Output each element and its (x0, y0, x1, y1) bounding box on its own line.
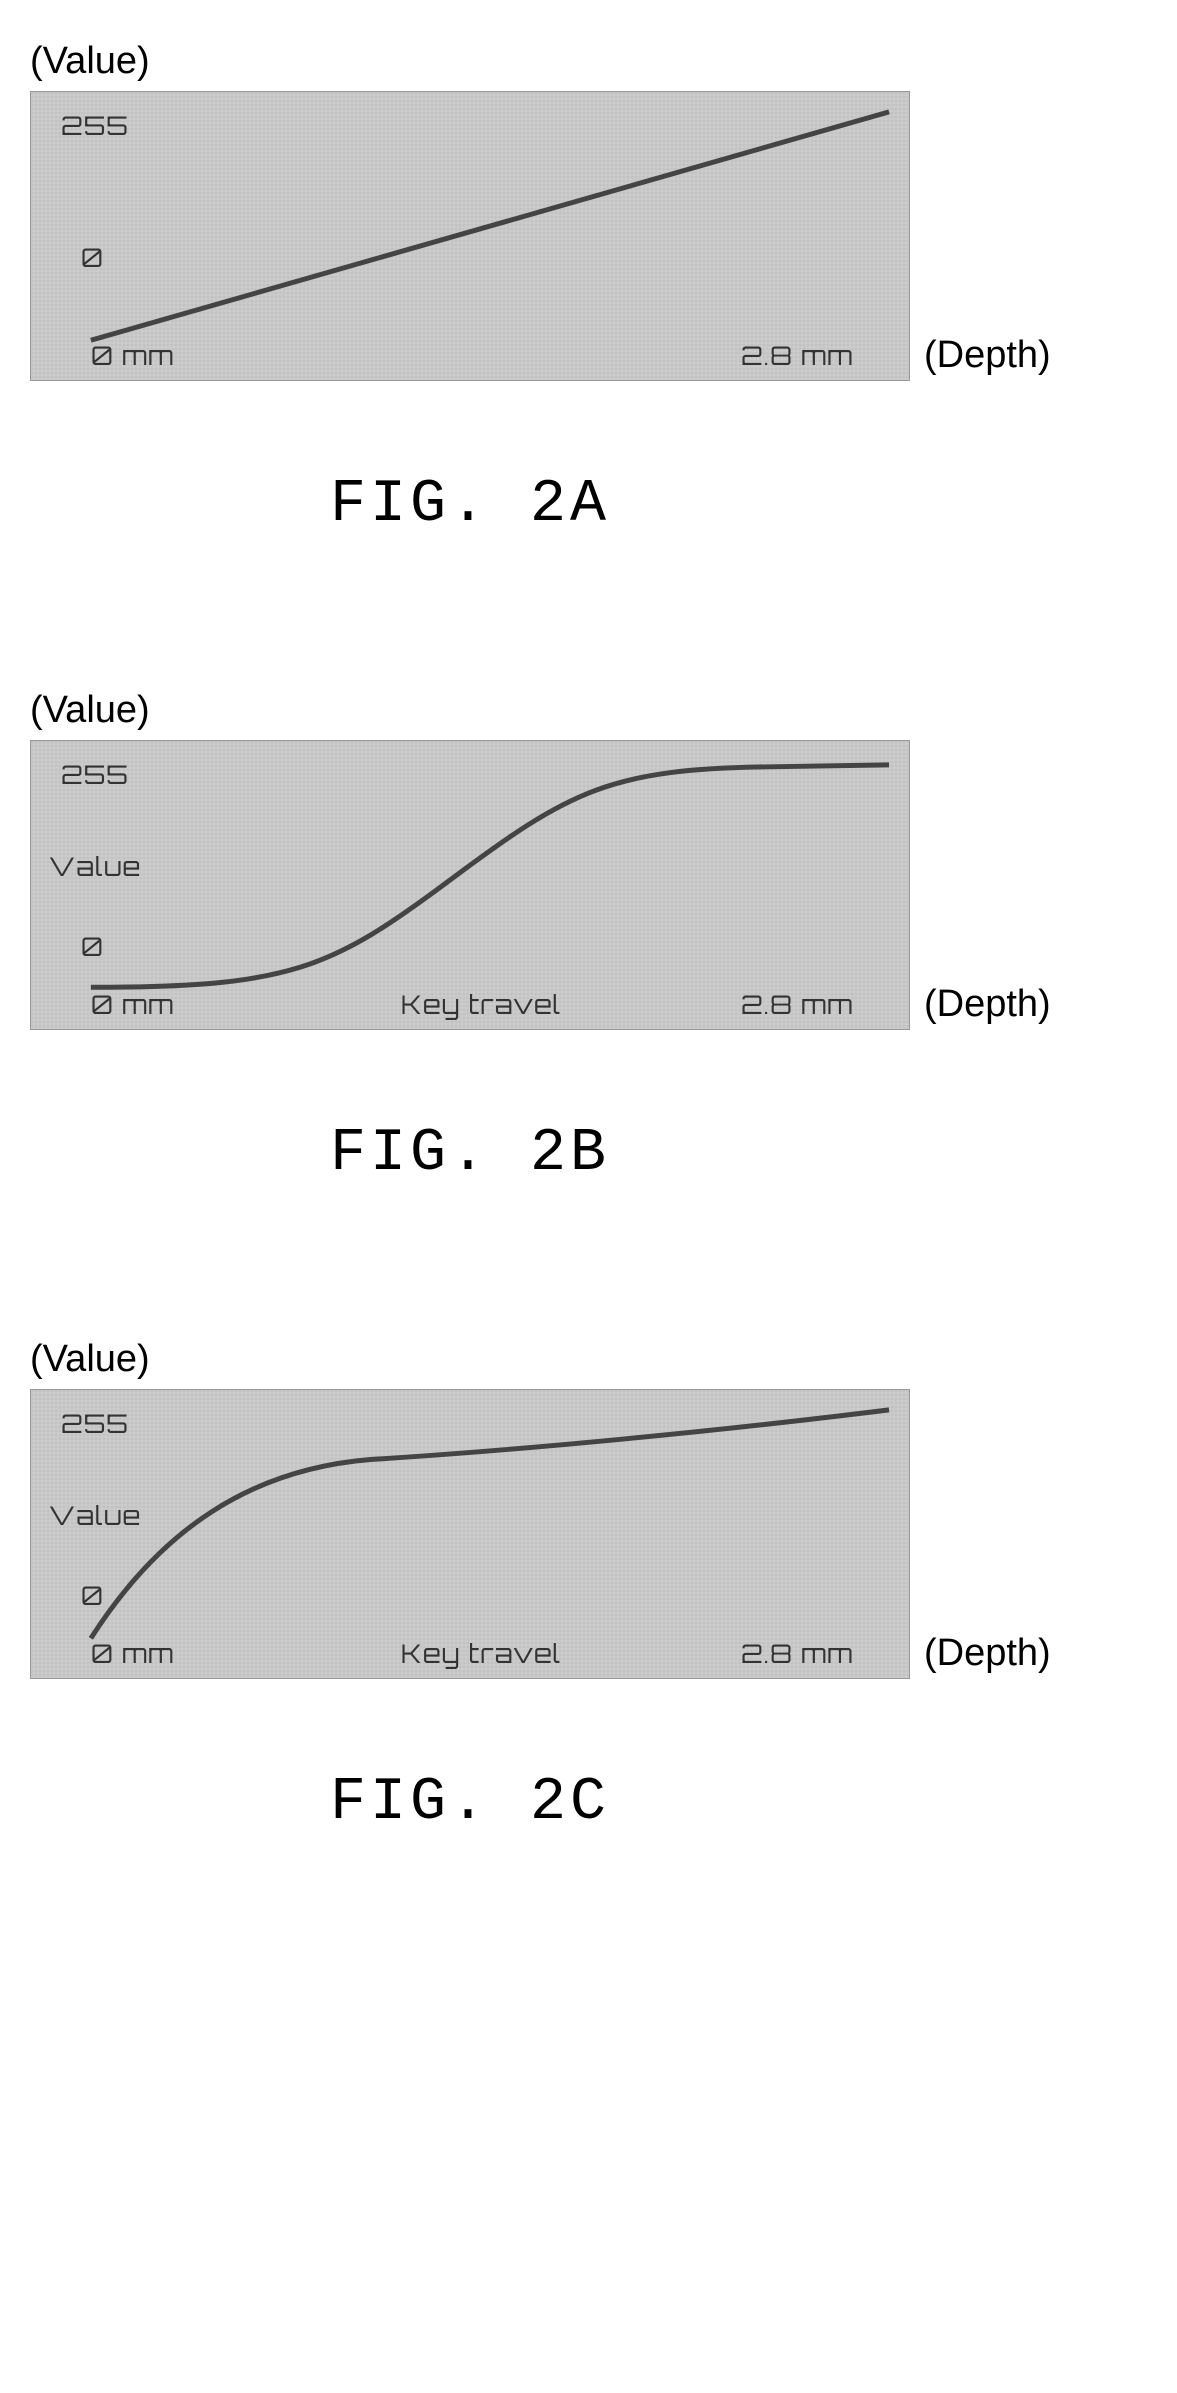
tick-label: Value (49, 851, 141, 883)
tick-label: 255 (61, 110, 129, 142)
tick-label: 2.8 mm (741, 989, 853, 1021)
chart-row: 255 Value 0 0 mm Key travel 2.8 mm (Depth) (30, 740, 1147, 1030)
x-axis-title: (Depth) (924, 1632, 1051, 1679)
figure-caption: FIG. 2A (30, 471, 910, 539)
chart-row: 255 Value 0 0 mm Key travel 2.8 mm (Depth) (30, 1389, 1147, 1679)
tick-label: 0 (81, 242, 104, 274)
tick-label: 2.8 mm (741, 340, 853, 372)
x-axis-title: (Depth) (924, 334, 1051, 381)
chart-svg (31, 92, 909, 380)
chart-box: 255 Value 0 0 mm Key travel 2.8 mm (30, 1389, 910, 1679)
tick-label: Value (49, 1500, 141, 1532)
tick-label: 0 (81, 1580, 104, 1612)
tick-label: Key travel (401, 1638, 561, 1670)
figure-block-fig2c: (Value) 255 Value 0 0 mm Key travel 2.8 mm (Dep… (30, 1338, 1147, 1837)
y-axis-title: (Value) (30, 689, 1147, 732)
curve-path (91, 112, 889, 340)
chart-row: 255 0 0 mm 2.8 mm (Depth) (30, 91, 1147, 381)
tick-label: 255 (61, 1408, 129, 1440)
tick-label: 0 (81, 931, 104, 963)
chart-box: 255 Value 0 0 mm Key travel 2.8 mm (30, 740, 910, 1030)
chart-box: 255 0 0 mm 2.8 mm (30, 91, 910, 381)
figure-caption: FIG. 2B (30, 1120, 910, 1188)
figure-block-fig2a: (Value) 255 0 0 mm 2.8 mm (Depth) FIG. 2A (30, 40, 1147, 539)
y-axis-title: (Value) (30, 40, 1147, 83)
tick-label: 255 (61, 759, 129, 791)
chart-svg (31, 1390, 909, 1678)
figure-caption: FIG. 2C (30, 1769, 910, 1837)
chart-svg (31, 741, 909, 1029)
figure-block-fig2b: (Value) 255 Value 0 0 mm Key travel 2.8 mm (Dep… (30, 689, 1147, 1188)
tick-label: 2.8 mm (741, 1638, 853, 1670)
tick-label: 0 mm (91, 1638, 174, 1670)
curve-path (91, 1410, 889, 1638)
tick-label: 0 mm (91, 989, 174, 1021)
curve-path (91, 765, 889, 987)
y-axis-title: (Value) (30, 1338, 1147, 1381)
tick-label: Key travel (401, 989, 561, 1021)
tick-label: 0 mm (91, 340, 174, 372)
x-axis-title: (Depth) (924, 983, 1051, 1030)
